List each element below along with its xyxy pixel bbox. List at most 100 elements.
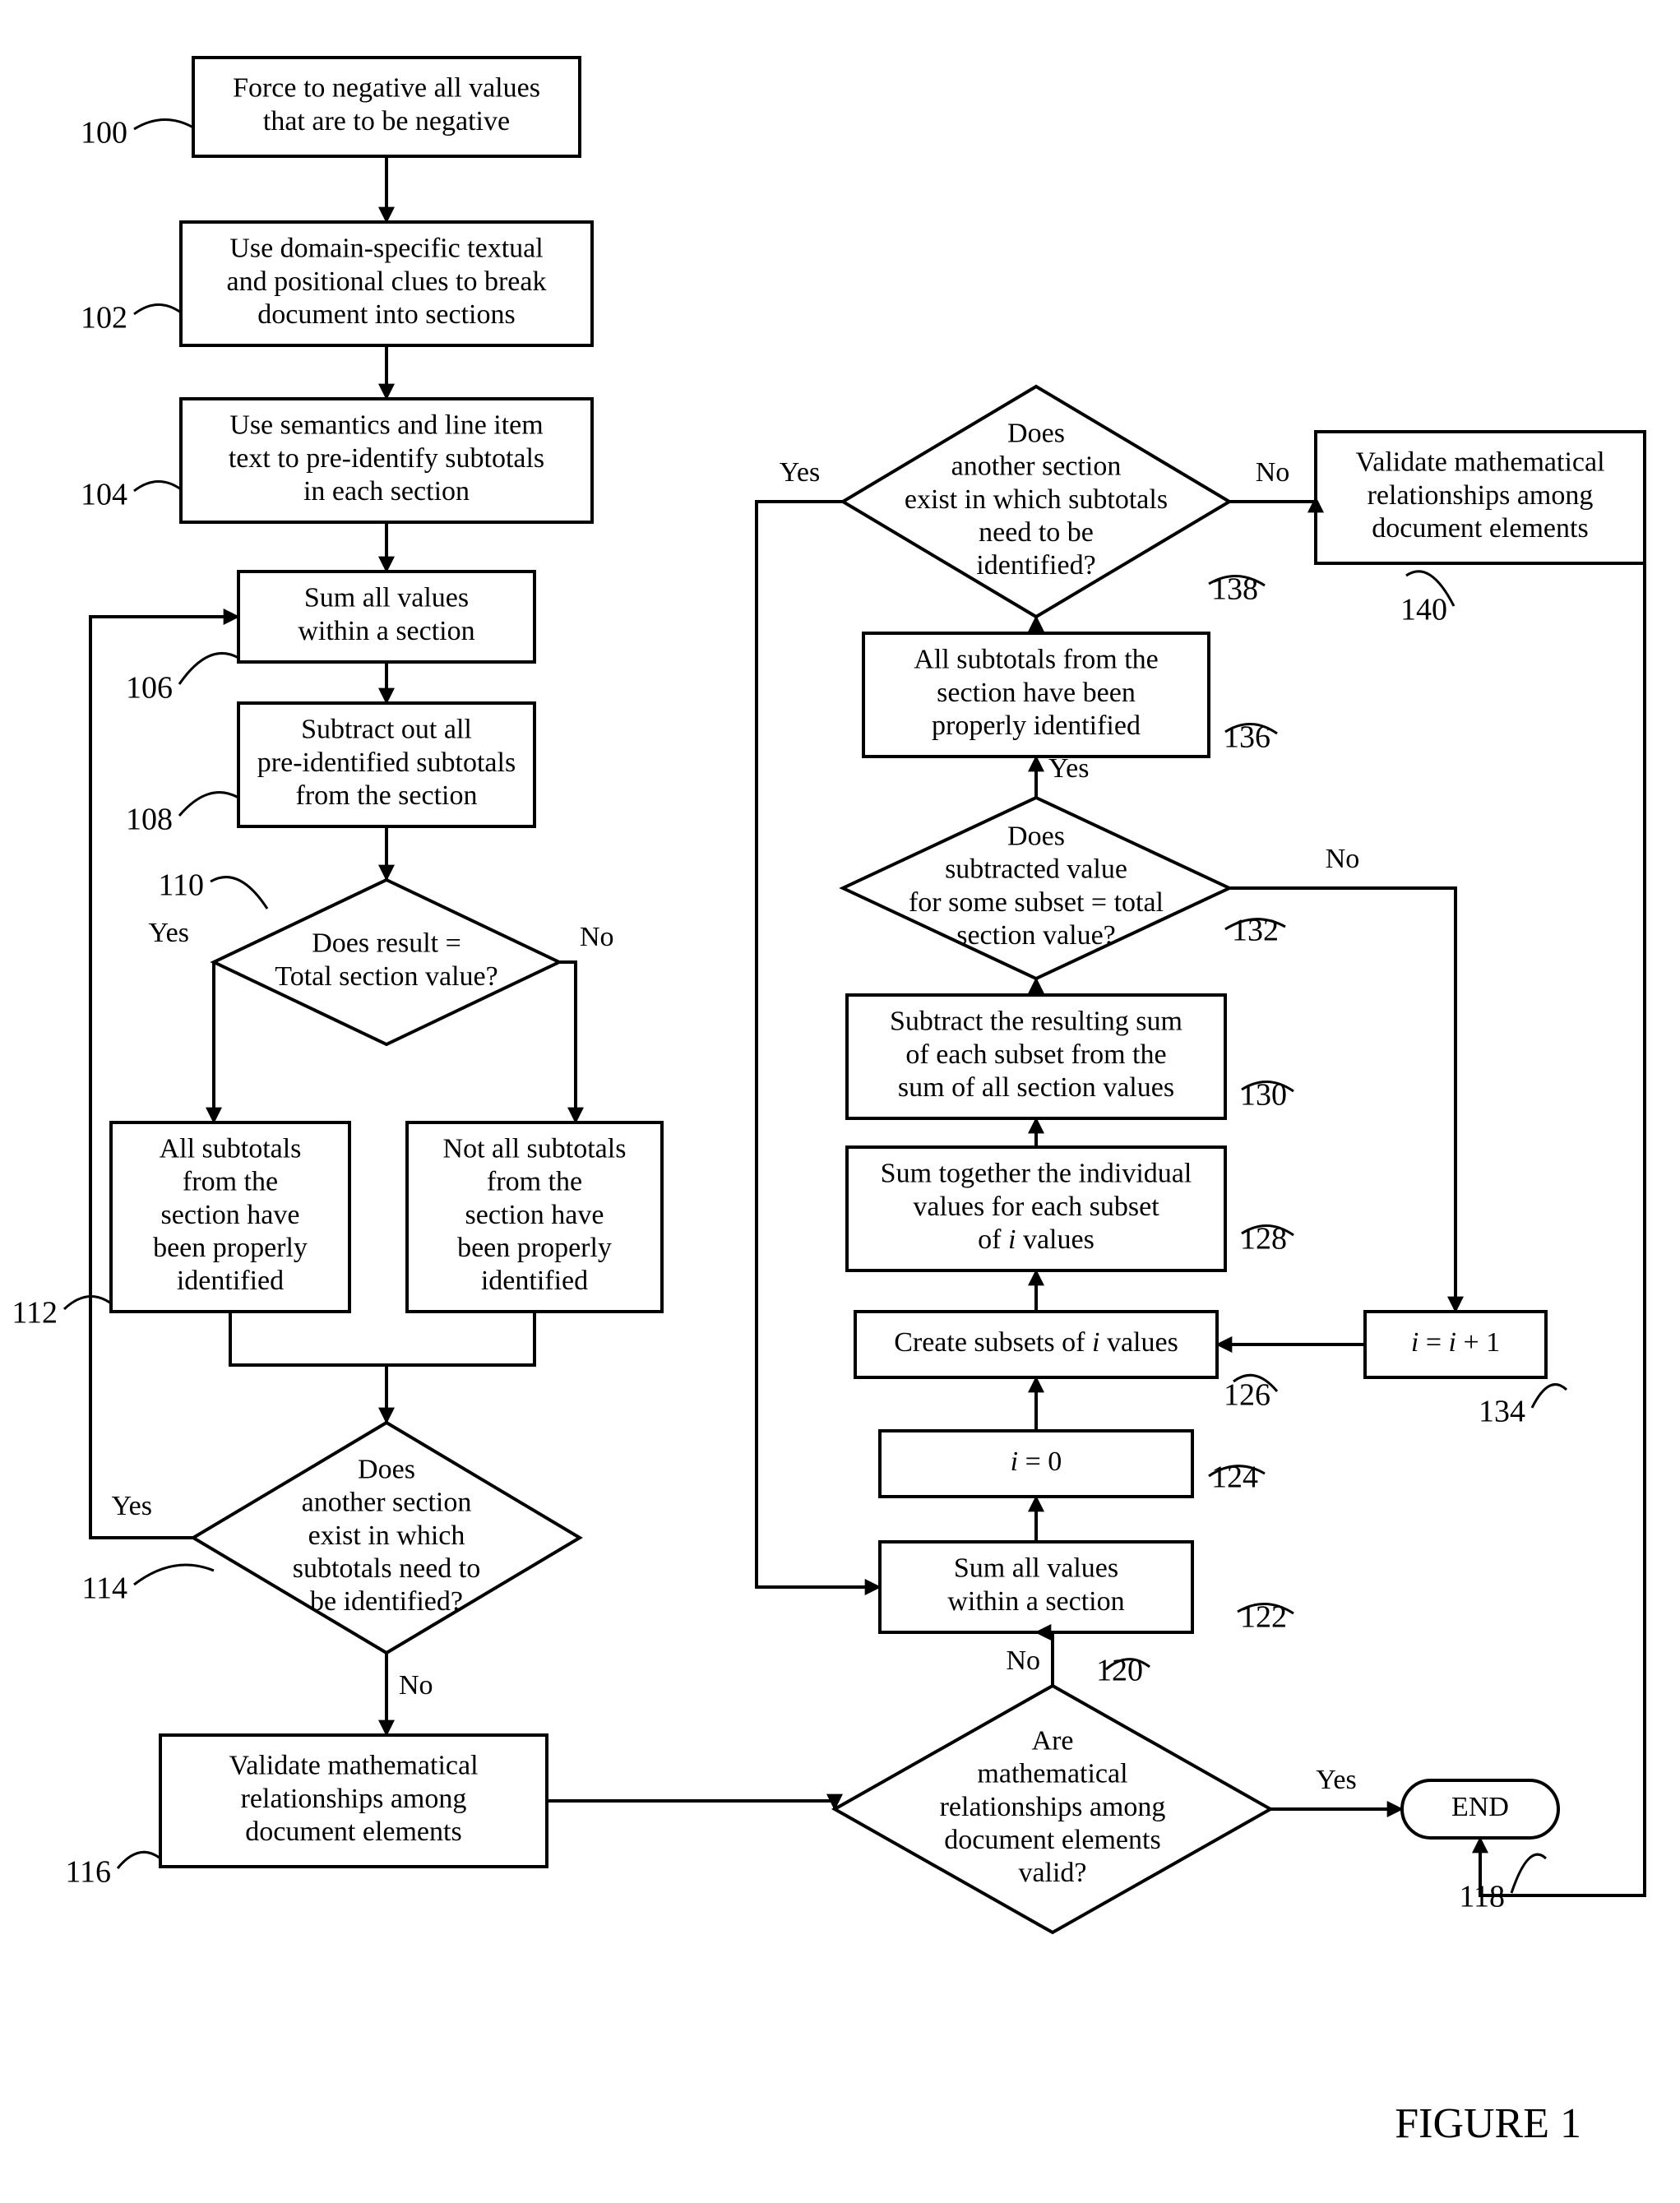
ref-label-106: 106 bbox=[126, 671, 173, 706]
ref-label-110: 110 bbox=[158, 868, 204, 903]
svg-text:No: No bbox=[1326, 844, 1360, 874]
svg-text:Use domain-specific textual: Use domain-specific textual bbox=[229, 234, 543, 264]
svg-text:All subtotals from the: All subtotals from the bbox=[914, 645, 1158, 675]
ref-label-114: 114 bbox=[81, 1571, 127, 1606]
svg-text:No: No bbox=[399, 1670, 433, 1701]
svg-text:been properly: been properly bbox=[153, 1233, 308, 1263]
ref-label-140: 140 bbox=[1400, 593, 1447, 627]
svg-text:Force to negative all values: Force to negative all values bbox=[233, 73, 540, 104]
flow-edge bbox=[757, 502, 880, 1587]
ref-label-104: 104 bbox=[81, 478, 127, 512]
figure-label: FIGURE 1 bbox=[1395, 2100, 1581, 2147]
svg-text:in each section: in each section bbox=[303, 476, 470, 507]
svg-text:properly identified: properly identified bbox=[932, 710, 1141, 741]
svg-text:identified?: identified? bbox=[976, 550, 1095, 581]
svg-text:Total section value?: Total section value? bbox=[275, 961, 498, 992]
svg-text:been properly: been properly bbox=[457, 1233, 612, 1263]
svg-text:identified: identified bbox=[177, 1266, 284, 1296]
svg-text:No: No bbox=[1256, 457, 1290, 488]
svg-text:document elements: document elements bbox=[944, 1825, 1160, 1855]
svg-text:another section: another section bbox=[951, 451, 1122, 482]
svg-text:that are to be negative: that are to be negative bbox=[263, 106, 510, 137]
svg-text:of each subset from the: of each subset from the bbox=[905, 1039, 1166, 1070]
svg-text:of i values: of i values bbox=[978, 1224, 1095, 1255]
svg-text:Yes: Yes bbox=[1316, 1765, 1356, 1795]
svg-text:document elements: document elements bbox=[245, 1817, 461, 1847]
svg-text:and positional clues to break: and positional clues to break bbox=[226, 266, 546, 297]
svg-text:Yes: Yes bbox=[112, 1491, 152, 1521]
svg-text:relationships among: relationships among bbox=[241, 1784, 467, 1814]
svg-text:from the section: from the section bbox=[296, 780, 478, 811]
svg-text:Create subsets of i values: Create subsets of i values bbox=[894, 1327, 1178, 1358]
svg-text:values for each subset: values for each subset bbox=[913, 1192, 1159, 1222]
svg-text:i = 0: i = 0 bbox=[1011, 1446, 1062, 1477]
svg-text:relationships among: relationships among bbox=[1368, 480, 1594, 511]
svg-text:subtracted value: subtracted value bbox=[945, 854, 1127, 885]
svg-text:Are: Are bbox=[1032, 1726, 1074, 1756]
svg-text:Not all subtotals: Not all subtotals bbox=[443, 1134, 627, 1164]
svg-text:Yes: Yes bbox=[780, 457, 820, 488]
svg-text:section value?: section value? bbox=[956, 920, 1116, 951]
svg-text:text to pre-identify subtotals: text to pre-identify subtotals bbox=[229, 443, 544, 474]
ref-label-134: 134 bbox=[1479, 1395, 1525, 1429]
flow-edge bbox=[559, 962, 576, 1122]
ref-label-116: 116 bbox=[65, 1855, 111, 1890]
svg-text:Does: Does bbox=[358, 1455, 415, 1485]
ref-label-122: 122 bbox=[1240, 1600, 1287, 1635]
svg-text:be identified?: be identified? bbox=[310, 1586, 463, 1617]
svg-text:Does: Does bbox=[1007, 419, 1065, 449]
flowchart: Force to negative all valuesthat are to … bbox=[0, 0, 1680, 2203]
svg-text:Validate mathematical: Validate mathematical bbox=[229, 1751, 478, 1781]
svg-text:Subtract out all: Subtract out all bbox=[301, 715, 472, 745]
svg-text:within a section: within a section bbox=[947, 1586, 1124, 1617]
svg-text:All subtotals: All subtotals bbox=[160, 1134, 302, 1164]
svg-text:No: No bbox=[580, 922, 614, 952]
svg-text:Sum all values: Sum all values bbox=[304, 583, 469, 613]
flow-edge bbox=[547, 1801, 835, 1809]
svg-text:for some subset = total: for some subset = total bbox=[909, 887, 1164, 918]
svg-text:No: No bbox=[1006, 1645, 1040, 1676]
svg-text:Sum together the individual: Sum together the individual bbox=[881, 1159, 1192, 1189]
svg-text:Does result =: Does result = bbox=[312, 928, 461, 959]
svg-text:Yes: Yes bbox=[1048, 753, 1089, 784]
ref-label-118: 118 bbox=[1459, 1880, 1505, 1914]
flow-edge bbox=[1229, 498, 1316, 502]
svg-text:from the: from the bbox=[183, 1167, 278, 1197]
ref-label-108: 108 bbox=[126, 803, 173, 837]
svg-text:section have: section have bbox=[161, 1200, 300, 1230]
ref-label-138: 138 bbox=[1211, 572, 1258, 607]
flow-edge bbox=[90, 617, 238, 1538]
svg-text:i = i + 1: i = i + 1 bbox=[1411, 1327, 1500, 1358]
svg-text:Sum all values: Sum all values bbox=[954, 1553, 1118, 1584]
flow-edge bbox=[230, 1312, 386, 1423]
svg-text:pre-identified subtotals: pre-identified subtotals bbox=[257, 747, 516, 778]
svg-text:exist in which subtotals: exist in which subtotals bbox=[905, 484, 1168, 515]
svg-text:Yes: Yes bbox=[149, 918, 189, 948]
svg-text:document elements: document elements bbox=[1372, 513, 1588, 544]
svg-text:END: END bbox=[1451, 1792, 1509, 1822]
svg-text:section have been: section have been bbox=[937, 678, 1136, 708]
svg-text:sum of all section values: sum of all section values bbox=[898, 1072, 1174, 1103]
svg-text:identified: identified bbox=[481, 1266, 588, 1296]
ref-label-120: 120 bbox=[1096, 1654, 1143, 1688]
svg-text:document into sections: document into sections bbox=[257, 299, 516, 330]
svg-text:Does: Does bbox=[1007, 821, 1065, 852]
ref-label-100: 100 bbox=[81, 116, 127, 150]
svg-text:Validate mathematical: Validate mathematical bbox=[1355, 447, 1604, 478]
svg-text:subtotals need to: subtotals need to bbox=[293, 1553, 481, 1584]
svg-text:section have: section have bbox=[465, 1200, 604, 1230]
flow-edge bbox=[1480, 498, 1645, 1895]
svg-text:valid?: valid? bbox=[1018, 1858, 1086, 1888]
ref-label-112: 112 bbox=[12, 1296, 58, 1331]
svg-text:need to be: need to be bbox=[979, 517, 1094, 548]
svg-text:Use semantics and line item: Use semantics and line item bbox=[229, 410, 543, 441]
svg-text:another section: another section bbox=[302, 1488, 472, 1518]
svg-text:relationships among: relationships among bbox=[940, 1792, 1166, 1822]
svg-text:from the: from the bbox=[487, 1167, 582, 1197]
svg-text:Subtract the resulting sum: Subtract the resulting sum bbox=[890, 1007, 1182, 1037]
ref-label-126: 126 bbox=[1224, 1378, 1270, 1413]
ref-label-102: 102 bbox=[81, 301, 127, 336]
flow-edge bbox=[386, 1312, 535, 1423]
svg-text:within a section: within a section bbox=[298, 616, 474, 646]
svg-text:mathematical: mathematical bbox=[977, 1759, 1127, 1789]
